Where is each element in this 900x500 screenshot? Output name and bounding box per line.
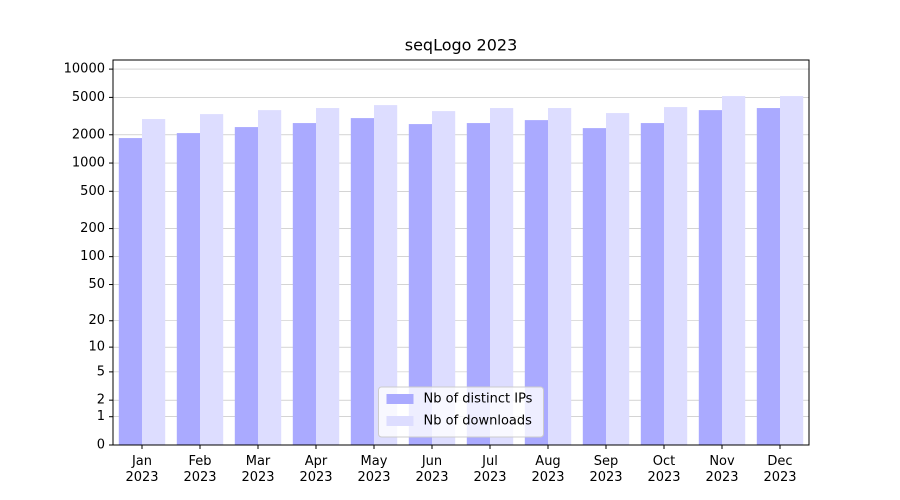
x-tick-label: Jan 2023	[125, 454, 158, 485]
bar	[292, 123, 316, 445]
y-tick-label: 20	[88, 313, 105, 328]
y-tick-label: 2000	[72, 127, 105, 142]
bar	[200, 114, 224, 445]
y-tick-label: 200	[80, 221, 105, 236]
x-tick-label: Nov 2023	[705, 454, 738, 485]
x-tick-label: Mar 2023	[241, 454, 274, 485]
bar	[722, 96, 746, 445]
x-tick-label: Sep 2023	[589, 454, 622, 485]
bar	[698, 110, 722, 445]
bar	[176, 133, 200, 445]
bar	[756, 108, 780, 446]
bar	[142, 119, 166, 445]
y-tick-label: 1	[97, 409, 105, 424]
legend-label: Nb of distinct IPs	[424, 392, 533, 407]
bar	[258, 110, 282, 445]
legend-box	[378, 386, 544, 438]
x-tick-label: May 2023	[357, 454, 390, 485]
y-tick-label: 2	[97, 393, 105, 408]
x-tick-label: Jul 2023	[473, 454, 506, 485]
x-tick-label: Apr 2023	[299, 454, 332, 485]
y-tick-label: 1000	[72, 156, 105, 171]
bar	[408, 124, 432, 446]
x-tick-label: Feb 2023	[183, 454, 216, 485]
bar	[316, 108, 340, 446]
x-tick-label: Oct 2023	[647, 454, 680, 485]
bar	[548, 108, 572, 446]
legend-swatch	[386, 394, 414, 404]
bar	[582, 128, 606, 445]
bar	[118, 138, 142, 445]
y-tick-label: 500	[80, 184, 105, 199]
bar	[640, 123, 664, 445]
y-tick-label: 0	[97, 438, 105, 453]
y-tick-label: 5000	[72, 90, 105, 105]
y-tick-label: 50	[88, 277, 105, 292]
bar	[374, 105, 398, 445]
x-tick-label: Jun 2023	[415, 454, 448, 485]
chart-title: seqLogo 2023	[405, 36, 518, 55]
x-tick-label: Aug 2023	[531, 454, 564, 485]
bar	[606, 113, 630, 446]
y-tick-label: 100	[80, 249, 105, 264]
bar	[490, 108, 514, 446]
legend: Nb of distinct IPs Nb of downloads	[378, 386, 544, 438]
y-tick-label: 10000	[64, 62, 105, 77]
plot-frame	[112, 59, 810, 446]
bar	[234, 127, 258, 446]
bar	[432, 111, 456, 445]
bar	[664, 107, 688, 446]
bar	[524, 120, 548, 445]
bar	[780, 96, 804, 445]
y-tick-label: 5	[97, 364, 105, 379]
bar	[350, 118, 374, 445]
legend-swatch	[386, 416, 414, 426]
legend-label: Nb of downloads	[424, 414, 533, 429]
x-tick-label: Dec 2023	[763, 454, 796, 485]
bar	[466, 123, 490, 445]
y-tick-label: 10	[88, 340, 105, 355]
